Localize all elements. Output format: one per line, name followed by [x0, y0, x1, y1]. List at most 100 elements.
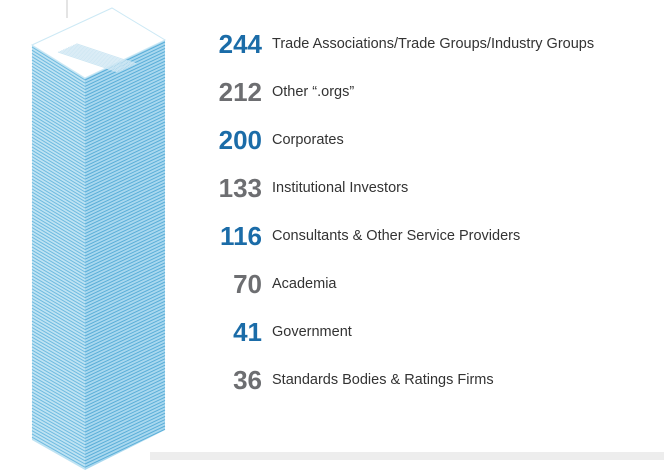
- sheet-edge: [84, 163, 166, 203]
- sheet-edge: [84, 287, 166, 327]
- sheet-edge: [31, 72, 86, 107]
- sheet-edge: [31, 343, 86, 375]
- sheet-edge: [84, 243, 166, 283]
- sheet-edge: [31, 420, 86, 452]
- sheet-edge: [84, 230, 166, 270]
- sheet-edge: [84, 76, 166, 116]
- sheet-edge: [31, 391, 86, 423]
- sheet-edge: [31, 240, 86, 273]
- sheet-edge: [31, 78, 86, 113]
- sheet-edge: [84, 115, 166, 155]
- sheet-edge: [84, 323, 166, 363]
- sheet-edge: [84, 214, 166, 254]
- sheet-edge: [84, 83, 166, 123]
- sheet-edge: [31, 214, 86, 247]
- sheet-edge: [84, 92, 166, 132]
- stat-label: Government: [272, 324, 352, 340]
- sheet-edge: [84, 425, 166, 465]
- sheet-edge: [84, 246, 166, 286]
- sheet-edge: [31, 140, 86, 174]
- sheet-edge: [84, 342, 166, 382]
- sheet-edge: [31, 207, 86, 241]
- sheet-edge: [31, 427, 86, 459]
- sheet-edge: [31, 288, 86, 321]
- stat-label: Other “.orgs”: [272, 84, 355, 100]
- top-line: [69, 46, 130, 68]
- sheet-edge: [84, 233, 166, 273]
- sheet-edge: [31, 201, 86, 235]
- sheet-edge: [31, 104, 86, 139]
- sheet-edge: [84, 387, 166, 427]
- sheet-edge: [31, 304, 86, 337]
- sheet-edge: [31, 53, 86, 87]
- sheet-edge: [84, 281, 166, 321]
- sheet-edge: [31, 191, 86, 225]
- sheet-edge: [84, 390, 166, 430]
- sheet-edge: [84, 207, 166, 247]
- sheet-edge: [31, 388, 86, 420]
- sheet-edge: [31, 320, 86, 353]
- sheet-edge: [84, 95, 166, 135]
- sheet-edge: [31, 339, 86, 372]
- sheet-edge: [31, 82, 86, 116]
- sheet-edge: [31, 178, 86, 212]
- sheet-edge: [31, 59, 86, 94]
- sheet-edge: [31, 165, 86, 199]
- stat-label: Academia: [272, 276, 337, 292]
- sheet-edge: [31, 146, 86, 180]
- sheet-edge: [31, 436, 86, 468]
- sheet-edge: [84, 191, 166, 231]
- sheet-edge: [84, 236, 166, 276]
- sheet-edge: [84, 60, 166, 100]
- top-line: [61, 50, 122, 71]
- sheet-edge: [31, 362, 86, 395]
- stat-label: Standards Bodies & Ratings Firms: [272, 372, 494, 388]
- sheet-edge: [84, 291, 166, 331]
- sheet-edge: [31, 236, 86, 270]
- sheet-edge: [31, 365, 86, 398]
- sheet-edge: [84, 140, 166, 180]
- stack-right-face: [85, 40, 165, 470]
- sheet-edge: [84, 137, 166, 177]
- sheet-edge: [31, 98, 86, 132]
- sheet-edge: [84, 102, 166, 142]
- sheet-edge: [31, 407, 86, 439]
- sheet-edge: [31, 378, 86, 411]
- top-line: [57, 51, 119, 73]
- sheet-edge: [31, 272, 86, 305]
- sheet-edge: [31, 323, 86, 356]
- sheet-edge: [31, 262, 86, 295]
- sheet-edge: [31, 285, 86, 318]
- sheet-edge: [84, 428, 166, 468]
- sheet-edge: [84, 351, 166, 391]
- sheet-edge: [31, 46, 86, 81]
- sheet-edge: [31, 230, 86, 263]
- sheet-edge: [84, 415, 166, 455]
- sheet-edge: [84, 371, 166, 411]
- sheet-edge: [31, 330, 86, 363]
- sheet-edge: [84, 319, 166, 359]
- sheet-edge: [31, 188, 86, 222]
- sheet-edge: [31, 359, 86, 391]
- sheet-edge: [31, 107, 86, 142]
- stat-number: 244: [218, 28, 262, 59]
- sheet-edge: [84, 63, 166, 103]
- stat-row: 116 Consultants & Other Service Providers: [190, 216, 520, 256]
- stat-row: 212 Other “.orgs”: [190, 72, 355, 112]
- sheet-edge: [31, 156, 86, 190]
- sheet-edge: [31, 414, 86, 446]
- sheet-edge: [84, 316, 166, 356]
- sheet-edge: [31, 394, 86, 427]
- sheet-edge: [84, 374, 166, 414]
- top-line: [66, 47, 127, 69]
- sheet-edge: [84, 380, 166, 420]
- sheet-edge: [84, 297, 166, 337]
- sheet-edge: [31, 252, 86, 286]
- sheet-edge: [84, 409, 166, 449]
- sheet-edge: [84, 118, 166, 158]
- footer-bar: [150, 452, 664, 460]
- sheet-edge: [84, 310, 166, 350]
- stat-row: 133 Institutional Investors: [190, 168, 409, 208]
- stat-row: 244 Trade Associations/Trade Groups/Indus…: [190, 24, 595, 64]
